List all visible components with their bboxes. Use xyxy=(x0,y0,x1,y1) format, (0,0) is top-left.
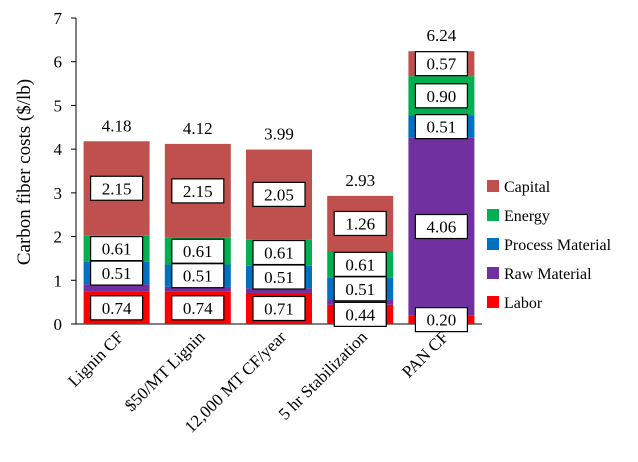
chart-labels: 0.74 0.51 0.61 2.15 4.18 0.74 0.51 0.61 2.15 4.12… xyxy=(89,26,468,333)
data-label-box xyxy=(171,263,225,289)
bar-total-label: 2.93 xyxy=(345,171,375,190)
data-label-box xyxy=(414,51,468,77)
data-label: 2.05 xyxy=(264,185,294,204)
data-label: 0.51 xyxy=(345,280,375,299)
data-label-box xyxy=(414,307,468,333)
data-label-box xyxy=(171,178,225,204)
chart-legend: Capital Energy Process Material Raw Materia… xyxy=(487,179,612,312)
legend-swatch xyxy=(487,238,499,250)
y-tick-label: 4 xyxy=(54,140,63,159)
legend-label: Capital xyxy=(504,179,551,196)
bar-total-label: 4.18 xyxy=(102,116,132,135)
x-tick-label: 5 hr Stabilization xyxy=(275,327,372,424)
legend-swatch xyxy=(487,296,499,308)
data-label-box xyxy=(171,295,225,321)
data-label: 0.61 xyxy=(345,255,375,274)
data-label: 0.61 xyxy=(264,244,294,263)
x-tick-label: Lignin CF xyxy=(64,327,127,390)
bar-segment-raw-material xyxy=(246,288,312,293)
legend-label: Process Material xyxy=(504,237,612,254)
legend-label: Labor xyxy=(504,295,543,312)
bar-total-label: 4.12 xyxy=(183,119,213,138)
data-label: 1.26 xyxy=(345,214,375,233)
data-label: 0.61 xyxy=(183,242,213,261)
data-label: 0.61 xyxy=(102,240,132,259)
data-label: 0.74 xyxy=(102,299,132,318)
data-label: 2.15 xyxy=(183,182,213,201)
data-label-box xyxy=(252,181,306,207)
legend-label: Raw Material xyxy=(504,266,592,283)
data-label-box xyxy=(252,295,306,322)
x-tick-label: PAN CF xyxy=(398,327,452,381)
data-label-box xyxy=(414,114,468,140)
legend-swatch xyxy=(487,209,499,221)
data-label-box xyxy=(333,301,387,327)
data-label: 0.51 xyxy=(183,267,213,286)
y-tick-label: 6 xyxy=(54,53,63,72)
data-label-box xyxy=(171,238,225,264)
data-label: 0.90 xyxy=(427,87,457,106)
data-label: 0.51 xyxy=(427,118,457,137)
y-tick-label: 0 xyxy=(54,315,63,334)
bar-total-label: 6.24 xyxy=(427,26,457,45)
data-label-box xyxy=(333,210,387,237)
data-label: 0.20 xyxy=(427,311,457,330)
y-tick-label: 3 xyxy=(54,184,63,203)
data-label-box xyxy=(333,251,387,277)
bar-segment-raw-material xyxy=(164,286,231,292)
bar-segment-raw-material xyxy=(83,284,150,292)
legend-label: Energy xyxy=(504,208,550,225)
data-label-box xyxy=(89,260,144,286)
y-tick-label: 7 xyxy=(54,9,63,28)
y-tick-label: 1 xyxy=(54,271,63,290)
data-label-box xyxy=(252,239,306,266)
data-label: 0.44 xyxy=(345,305,375,324)
legend-swatch xyxy=(487,267,499,279)
data-label: 0.71 xyxy=(264,299,294,318)
data-label: 2.15 xyxy=(102,179,132,198)
legend-swatch xyxy=(487,180,499,192)
data-label-box xyxy=(414,213,468,240)
data-label: 4.06 xyxy=(427,218,457,237)
data-label: 0.74 xyxy=(183,299,213,318)
x-tick-label: $50/MT Lignin xyxy=(121,327,209,415)
data-label-box xyxy=(89,235,144,262)
data-label: 0.57 xyxy=(427,55,457,74)
y-tick-label: 2 xyxy=(54,228,63,247)
y-axis-title: Carbon fiber costs ($/lb) xyxy=(14,79,35,265)
data-label-box xyxy=(414,83,468,109)
data-label: 0.51 xyxy=(264,268,294,287)
y-tick-label: 5 xyxy=(54,96,63,115)
data-label-box xyxy=(89,175,144,201)
data-label-box xyxy=(89,295,144,321)
bar-total-label: 3.99 xyxy=(264,125,294,144)
data-label: 0.51 xyxy=(102,264,132,283)
